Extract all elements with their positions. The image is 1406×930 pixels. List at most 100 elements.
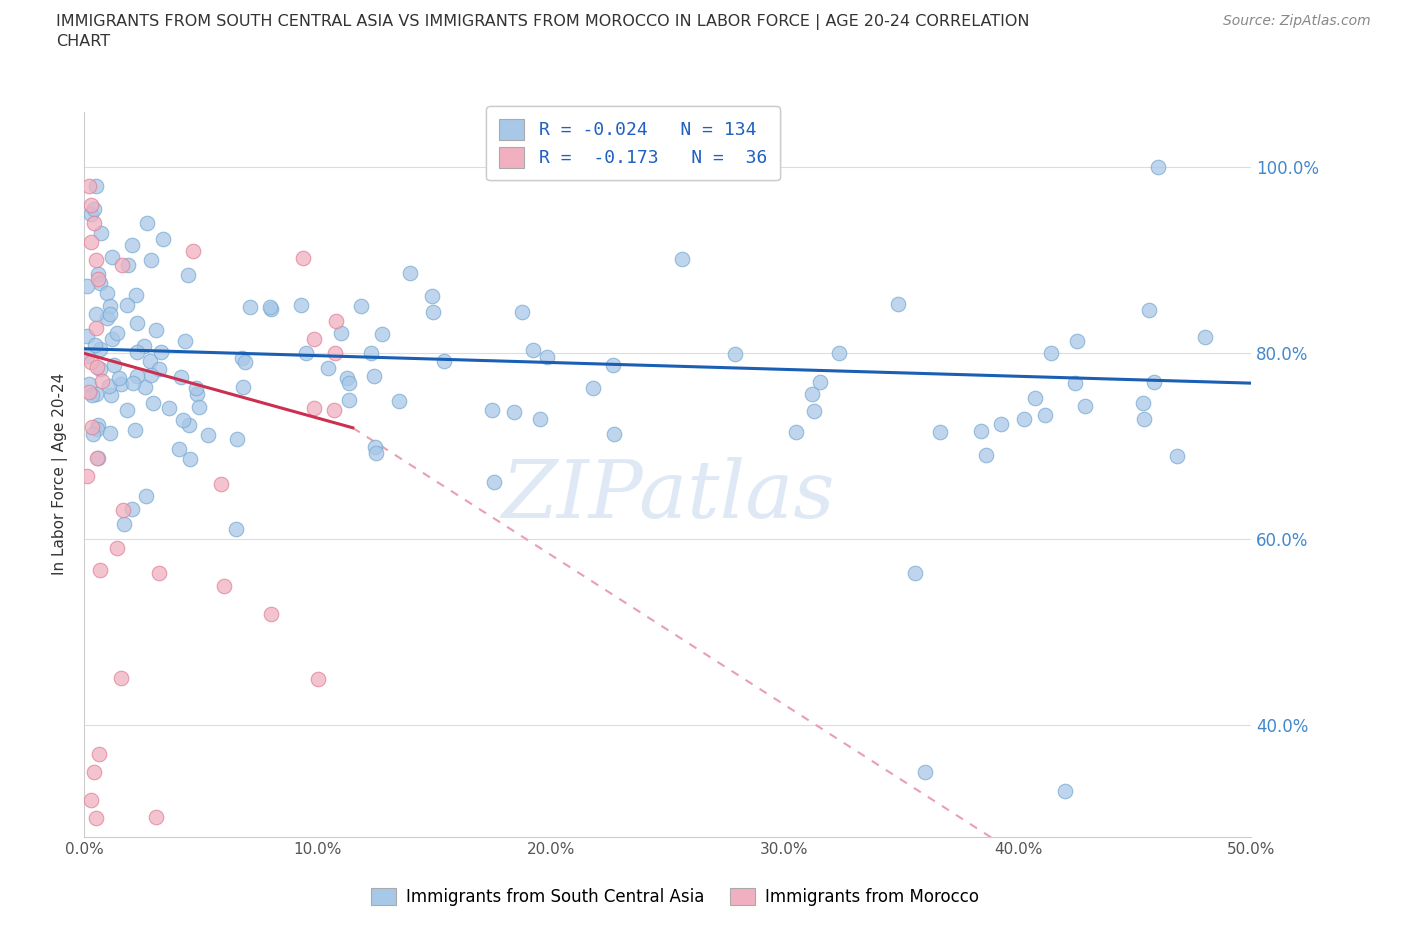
Point — [179, 418, 201, 432]
Point — [225, 522, 247, 537]
Point — [785, 424, 807, 439]
Point — [724, 347, 747, 362]
Point — [1166, 448, 1188, 463]
Point — [388, 393, 411, 408]
Point — [80, 388, 103, 403]
Point — [121, 237, 143, 252]
Point — [145, 323, 167, 338]
Point — [135, 488, 157, 503]
Point — [80, 234, 103, 249]
Point — [1066, 334, 1088, 349]
Point — [233, 354, 256, 369]
Point — [86, 360, 108, 375]
Point — [259, 299, 281, 314]
Point — [1064, 376, 1087, 391]
Point — [363, 368, 385, 383]
Point — [904, 565, 927, 580]
Point — [83, 216, 105, 231]
Point — [98, 299, 121, 313]
Point — [87, 418, 110, 433]
Point — [96, 286, 118, 300]
Point — [98, 307, 121, 322]
Point — [103, 358, 125, 373]
Point — [101, 250, 124, 265]
Point — [214, 578, 236, 593]
Point — [582, 381, 605, 396]
Point — [808, 375, 831, 390]
Point — [121, 502, 143, 517]
Point — [141, 253, 163, 268]
Point — [145, 810, 167, 825]
Point — [887, 297, 910, 312]
Text: Source: ZipAtlas.com: Source: ZipAtlas.com — [1223, 14, 1371, 28]
Point — [974, 447, 997, 462]
Point — [364, 440, 387, 455]
Point — [87, 272, 110, 286]
Text: IMMIGRANTS FROM SOUTH CENTRAL ASIA VS IMMIGRANTS FROM MOROCCO IN LABOR FORCE | A: IMMIGRANTS FROM SOUTH CENTRAL ASIA VS IM… — [56, 14, 1029, 30]
Point — [82, 419, 104, 434]
Point — [142, 395, 165, 410]
Point — [602, 358, 624, 373]
Point — [360, 345, 382, 360]
Point — [1132, 395, 1154, 410]
Point — [117, 403, 139, 418]
Legend: R = -0.024   N = 134, R =  -0.173   N =  36: R = -0.024 N = 134, R = -0.173 N = 36 — [486, 106, 779, 180]
Point — [148, 362, 170, 377]
Point — [132, 339, 155, 353]
Point — [1074, 399, 1097, 414]
Point — [117, 257, 139, 272]
Point — [84, 320, 107, 335]
Point — [1147, 160, 1170, 175]
Point — [87, 266, 110, 281]
Point — [83, 764, 105, 779]
Point — [149, 344, 172, 359]
Point — [90, 225, 112, 240]
Point — [929, 424, 952, 439]
Point — [1012, 411, 1035, 426]
Point — [801, 387, 824, 402]
Point — [100, 388, 122, 403]
Point — [536, 349, 558, 364]
Point — [77, 377, 100, 392]
Point — [105, 540, 128, 555]
Point — [82, 426, 104, 441]
Point — [112, 516, 135, 531]
Point — [110, 376, 132, 391]
Point — [84, 253, 107, 268]
Point — [101, 331, 124, 346]
Point — [522, 343, 544, 358]
Point — [1143, 374, 1166, 389]
Point — [98, 379, 121, 393]
Point — [125, 287, 148, 302]
Point — [209, 477, 232, 492]
Point — [172, 412, 194, 427]
Point — [173, 333, 195, 348]
Point — [181, 244, 204, 259]
Text: ZIPatlas: ZIPatlas — [501, 458, 835, 535]
Point — [1024, 391, 1046, 405]
Point — [323, 403, 346, 418]
Point — [87, 450, 110, 465]
Point — [970, 423, 993, 438]
Point — [290, 298, 312, 312]
Point — [529, 412, 551, 427]
Point — [86, 450, 108, 465]
Point — [148, 565, 170, 580]
Point — [398, 265, 420, 280]
Point — [330, 326, 353, 340]
Point — [350, 299, 373, 313]
Point — [80, 792, 103, 807]
Point — [302, 331, 325, 346]
Point — [170, 370, 193, 385]
Point — [76, 349, 98, 364]
Point — [152, 232, 174, 246]
Point — [83, 202, 105, 217]
Point — [91, 373, 114, 388]
Point — [157, 401, 180, 416]
Point — [89, 362, 111, 377]
Point — [291, 250, 314, 265]
Point — [990, 417, 1012, 432]
Point — [370, 326, 392, 341]
Point — [134, 379, 156, 394]
Point — [84, 307, 107, 322]
